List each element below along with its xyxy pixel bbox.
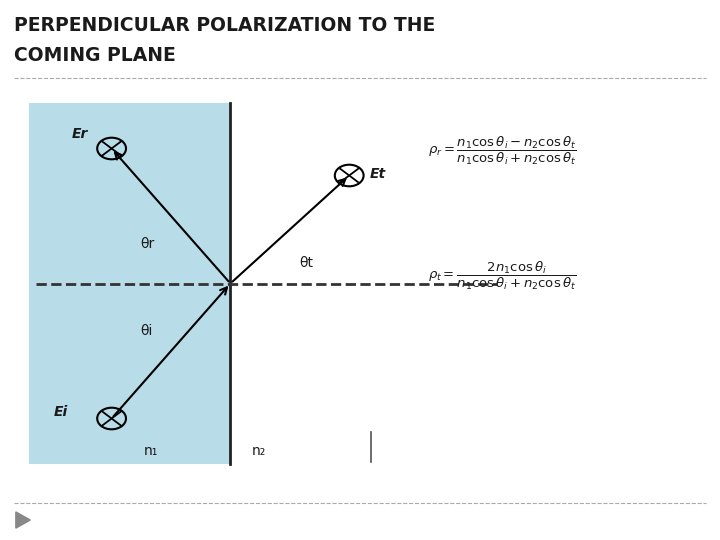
Bar (29, 103, 230, 464)
Text: COMING PLANE: COMING PLANE (14, 46, 176, 65)
Text: Et: Et (369, 167, 385, 181)
Polygon shape (16, 512, 30, 528)
Text: PERPENDICULAR POLARIZATION TO THE: PERPENDICULAR POLARIZATION TO THE (14, 16, 436, 35)
Text: Ei: Ei (54, 405, 68, 419)
Text: $\rho_t = \dfrac{2n_1\cos\theta_i}{n_1\cos\theta_i + n_2\cos\theta_t}$: $\rho_t = \dfrac{2n_1\cos\theta_i}{n_1\c… (428, 259, 577, 292)
Text: $\rho_r = \dfrac{n_1\cos\theta_i - n_2\cos\theta_t}{n_1\cos\theta_i + n_2\cos\th: $\rho_r = \dfrac{n_1\cos\theta_i - n_2\c… (428, 135, 577, 167)
Text: Er: Er (72, 127, 89, 141)
Text: n₂: n₂ (252, 444, 266, 458)
Text: n₁: n₁ (144, 444, 158, 458)
Text: θt: θt (299, 256, 312, 271)
Text: θi: θi (140, 324, 153, 338)
Text: θr: θr (140, 238, 155, 252)
